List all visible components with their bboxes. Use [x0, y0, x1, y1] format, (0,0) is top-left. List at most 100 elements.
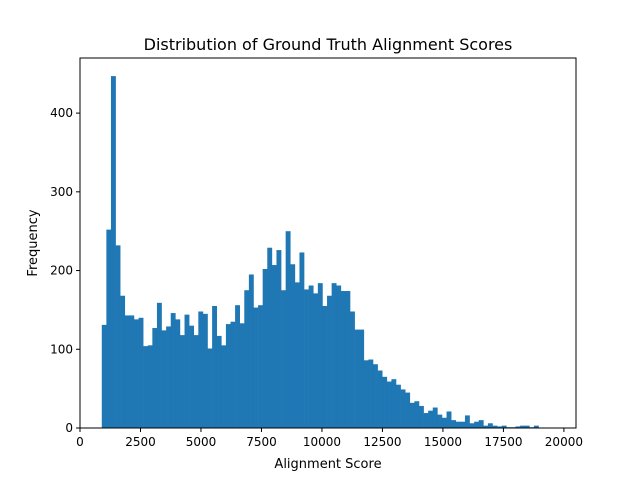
histogram-bar: [147, 345, 153, 428]
histogram-bar: [271, 265, 277, 428]
x-tick-label: 0: [76, 435, 84, 449]
histogram-bar: [129, 315, 135, 428]
histogram-bar: [290, 264, 296, 428]
y-tick-label: 0: [65, 421, 73, 435]
histogram-bar: [515, 426, 521, 428]
histogram-bar: [533, 425, 539, 428]
histogram-bar: [501, 425, 507, 428]
histogram-bar: [299, 252, 305, 428]
histogram-bar: [166, 326, 172, 428]
y-axis-ticks: 0 100 200 300 400: [50, 106, 80, 435]
y-tick-label: 400: [50, 106, 73, 120]
histogram-bar: [423, 413, 429, 428]
histogram-bar: [322, 305, 328, 428]
histogram-bar: [225, 324, 231, 428]
histogram-bar: [161, 330, 167, 428]
histogram-bar: [520, 425, 526, 428]
histogram-bar: [345, 291, 351, 428]
histogram-bar: [359, 329, 365, 428]
histogram-bar: [106, 229, 112, 428]
histogram-bar: [464, 415, 470, 428]
y-tick-label: 100: [50, 342, 73, 356]
histogram-bar: [469, 423, 475, 428]
histogram-bar: [483, 425, 489, 428]
y-axis-label: Frequency: [26, 209, 41, 276]
histogram-bar: [446, 411, 452, 428]
x-tick-label: 2500: [125, 435, 156, 449]
histogram-bar: [418, 405, 424, 428]
histogram-bar: [313, 293, 319, 428]
x-axis-ticks: 0 2500 5000 7500 10000 12500 15000 17500 20000: [76, 428, 583, 449]
histogram-bar: [405, 392, 411, 428]
histogram-bar: [373, 364, 378, 428]
histogram-bar: [441, 417, 447, 428]
x-tick-label: 10000: [303, 435, 341, 449]
histogram-bar: [276, 250, 282, 428]
y-tick-label: 300: [50, 185, 73, 199]
histogram-bar: [386, 381, 392, 428]
histogram-bar: [437, 414, 443, 428]
histogram-bar: [455, 421, 461, 428]
histogram-bar: [308, 285, 314, 428]
histogram-bar: [221, 345, 227, 428]
histogram-bar: [230, 321, 236, 428]
histogram-bar: [120, 295, 126, 428]
histogram-bar: [354, 329, 360, 428]
histogram-bar: [170, 313, 176, 428]
histogram-bar: [212, 305, 218, 428]
histogram-bar: [327, 295, 332, 428]
histogram-bar: [294, 282, 300, 428]
histogram-bar: [189, 325, 195, 428]
histogram-bar: [262, 268, 268, 428]
histogram-bar: [474, 421, 480, 428]
histogram-bar: [391, 379, 397, 428]
histogram-bar: [253, 307, 259, 428]
histogram-bar: [368, 359, 374, 428]
histogram-bar: [409, 402, 415, 428]
y-tick-label: 200: [50, 264, 73, 278]
histogram-bar: [124, 315, 130, 428]
histogram-bar: [156, 302, 162, 428]
histogram-bar: [207, 348, 213, 428]
histogram-bar: [193, 335, 199, 428]
x-tick-label: 17500: [484, 435, 522, 449]
histogram-bar: [281, 290, 286, 428]
histogram-bar: [202, 313, 208, 428]
histogram-bar: [198, 311, 204, 428]
histogram-bar: [487, 423, 493, 428]
x-tick-label: 12500: [363, 435, 401, 449]
histogram-bar: [143, 346, 149, 428]
x-tick-label: 20000: [545, 435, 583, 449]
histogram-bar: [331, 283, 337, 428]
histogram-bar: [382, 376, 388, 428]
histogram-bar: [497, 426, 503, 428]
histogram-bar: [101, 324, 107, 428]
histogram-bar: [133, 319, 139, 428]
histogram-bar: [179, 335, 185, 428]
x-tick-label: 5000: [186, 435, 217, 449]
histogram-bar: [285, 231, 291, 428]
x-tick-label: 7500: [246, 435, 277, 449]
histogram-bar: [460, 421, 466, 428]
histogram-bar: [244, 290, 250, 428]
histogram-bar: [239, 323, 245, 428]
x-tick-label: 15000: [424, 435, 462, 449]
histogram-bar: [432, 407, 438, 428]
histogram-bar: [377, 370, 383, 428]
histogram-bar: [336, 285, 342, 428]
histogram-bar: [414, 401, 420, 428]
plot-frame: [79, 57, 577, 429]
histogram-bar: [524, 425, 530, 428]
histogram-bar: [152, 328, 158, 428]
bars-group: [101, 76, 539, 428]
histogram-bar: [184, 314, 190, 428]
histogram-bar: [258, 305, 263, 428]
histogram-bar: [363, 360, 369, 428]
histogram-bar: [400, 389, 406, 428]
histogram-bar: [451, 420, 457, 428]
x-axis-label: Alignment Score: [274, 457, 381, 472]
histogram-bar: [478, 420, 484, 428]
histogram-bar: [492, 425, 498, 428]
